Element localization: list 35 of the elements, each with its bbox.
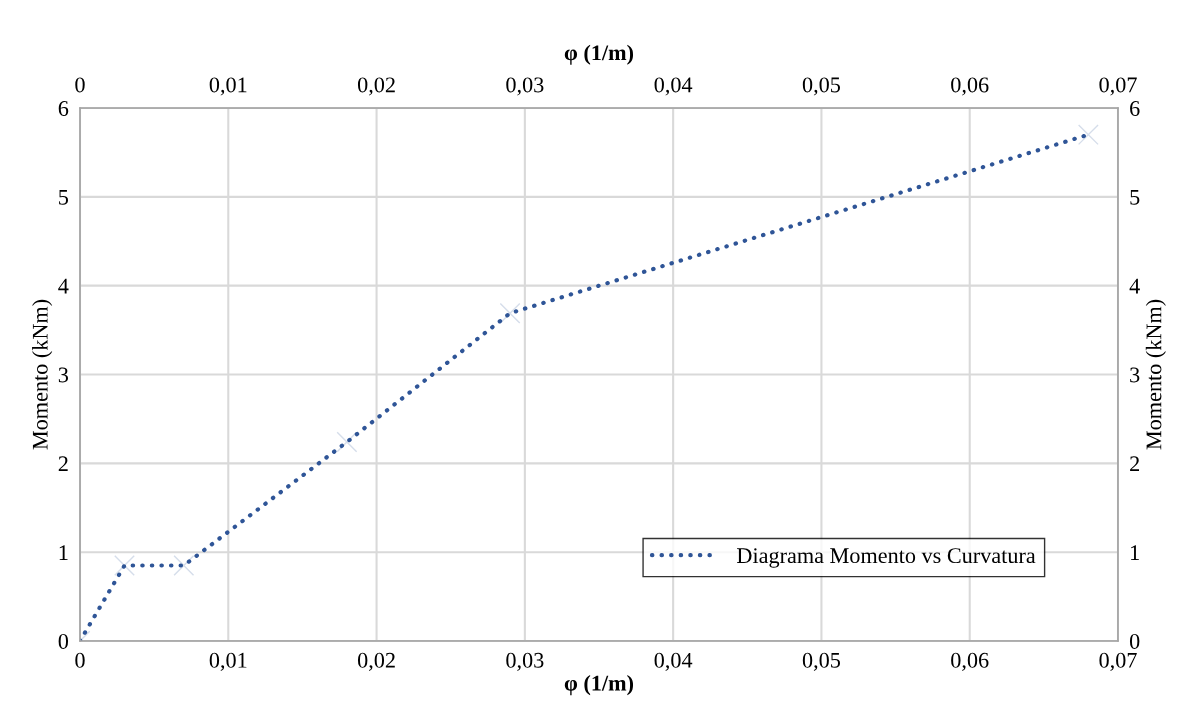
- y2-tick-label: 2: [1130, 456, 1139, 472]
- x2-tick-label: 0,01: [209, 77, 247, 96]
- x2-tick-label: 0,05: [802, 77, 841, 96]
- x2-tick-label: 0,03: [506, 77, 544, 96]
- x-axis-title: φ (1/m): [564, 675, 634, 696]
- x-tick-label: 0,04: [654, 652, 693, 671]
- y-tick-label: 1: [59, 545, 68, 560]
- y-tick-label: 2: [58, 456, 68, 472]
- x2-tick-label: 0: [75, 77, 85, 93]
- y2-tick-label: 5: [1130, 189, 1140, 205]
- x2-axis-title: φ (1/m): [564, 44, 634, 65]
- y2-tick-label: 3: [1130, 367, 1140, 383]
- y2-axis-title: Momento (kNm): [1145, 299, 1166, 450]
- x-tick-label: 0,07: [1099, 652, 1137, 671]
- y2-tick-label: 4: [1129, 278, 1140, 294]
- x-tick-label: 0,05: [802, 652, 841, 671]
- x-tick-label: 0,06: [951, 652, 989, 671]
- x2-tick-label: 0,04: [654, 77, 693, 96]
- y2-tick-label: 0: [1129, 633, 1140, 649]
- y-tick-label: 4: [58, 278, 69, 294]
- y-tick-label: 5: [59, 189, 69, 205]
- y2-tick-label: 1: [1131, 545, 1139, 560]
- x2-tick-label: 0,06: [951, 77, 989, 96]
- x-tick-label: 0,01: [209, 652, 247, 671]
- y-axis-title: Momento (kNm): [32, 299, 53, 450]
- y-tick-label: 6: [58, 100, 69, 116]
- x2-tick-label: 0,02: [357, 77, 395, 96]
- y2-tick-label: 6: [1130, 100, 1140, 116]
- x-tick-label: 0: [75, 652, 85, 668]
- y-tick-label: 3: [58, 367, 69, 383]
- x2-tick-label: 0,07: [1099, 77, 1137, 96]
- legend-label: Diagrama Momento vs Curvatura: [737, 548, 1036, 568]
- x-tick-label: 0,03: [506, 652, 544, 671]
- x-tick-label: 0,02: [357, 652, 395, 671]
- y-tick-label: 0: [58, 633, 69, 649]
